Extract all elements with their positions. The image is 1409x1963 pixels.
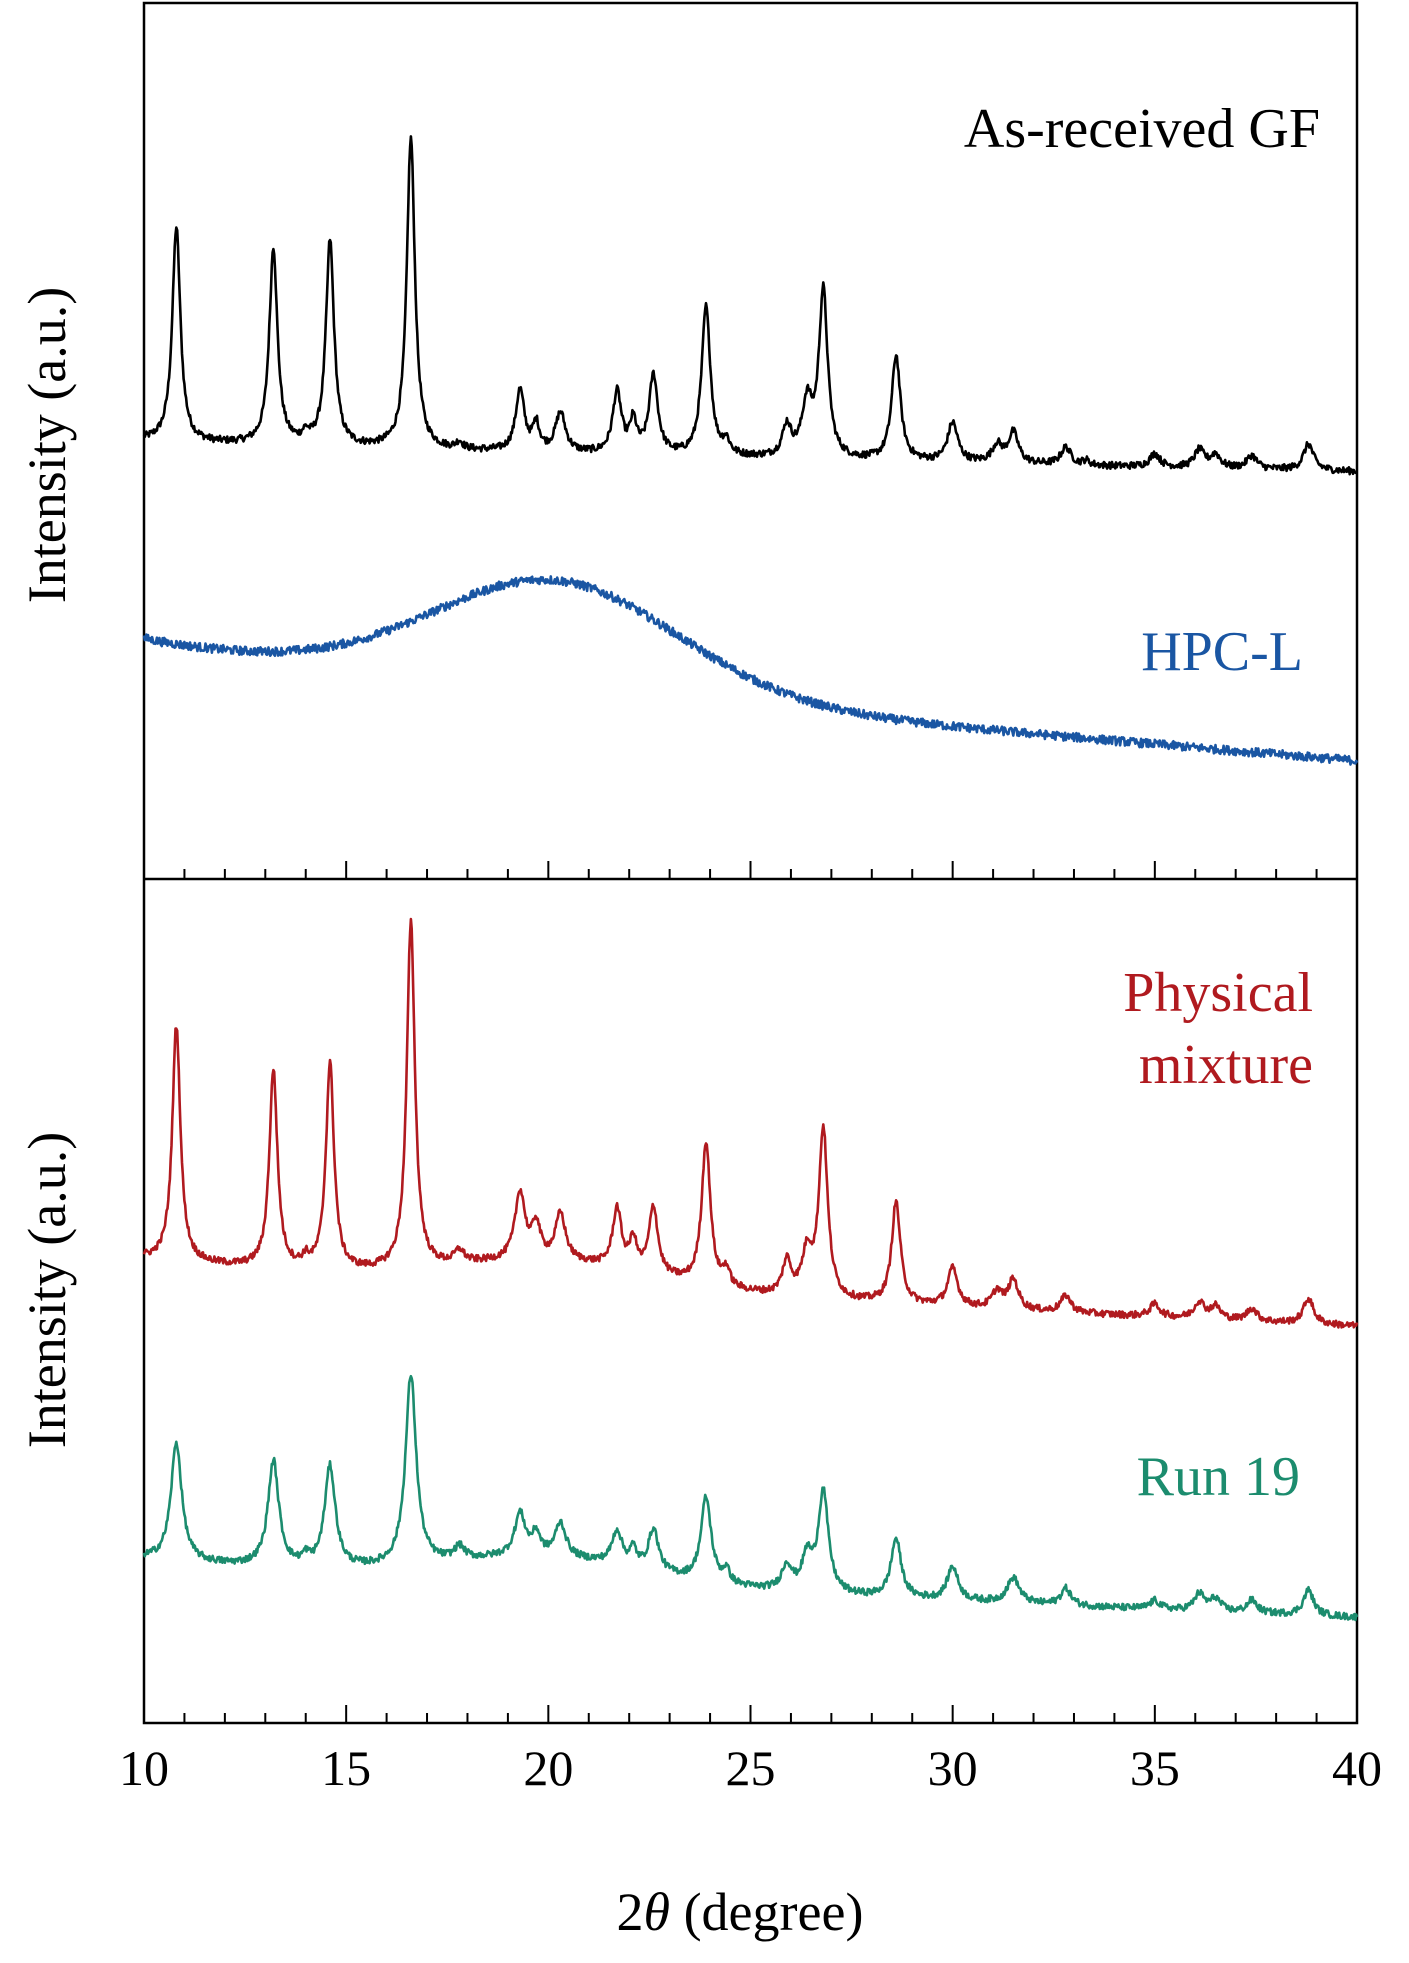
y-axis-title-bottom: Intensity (a.u.) — [17, 1132, 77, 1448]
x-tick-label: 20 — [523, 1740, 573, 1796]
x-axis-title-prefix: 2 — [617, 1882, 644, 1942]
x-tick-label: 40 — [1332, 1740, 1382, 1796]
x-ticks: 10 15 20 25 30 35 40 — [119, 861, 1382, 1796]
legend-physical-mixture-line2: mixture — [1139, 1034, 1313, 1096]
x-tick-label: 35 — [1130, 1740, 1180, 1796]
legend-physical-mixture-line1: Physical — [1123, 962, 1313, 1024]
x-tick-label: 25 — [726, 1740, 776, 1796]
x-axis-title-suffix: (degree) — [670, 1882, 863, 1942]
x-axis-title-symbol: θ — [644, 1882, 671, 1942]
x-tick-label: 15 — [321, 1740, 371, 1796]
x-tick-label: 10 — [119, 1740, 169, 1796]
legend-as-received-gf: As-received GF — [964, 98, 1320, 160]
legend-hpc-l: HPC-L — [1141, 621, 1303, 683]
series-line-0-0 — [142, 135, 1358, 476]
y-axis-title-top: Intensity (a.u.) — [17, 287, 77, 603]
series-line-0-1 — [142, 575, 1359, 766]
x-tick-label: 30 — [928, 1740, 978, 1796]
series-line-1-0 — [142, 917, 1359, 1329]
series-line-1-1 — [142, 1374, 1359, 1622]
legend-run-19: Run 19 — [1137, 1446, 1300, 1508]
x-axis-title: 2θ (degree) — [617, 1882, 864, 1942]
data-curves — [142, 135, 1359, 1622]
series-labels: As-received GF HPC-L Physical mixture Ru… — [964, 98, 1320, 1508]
